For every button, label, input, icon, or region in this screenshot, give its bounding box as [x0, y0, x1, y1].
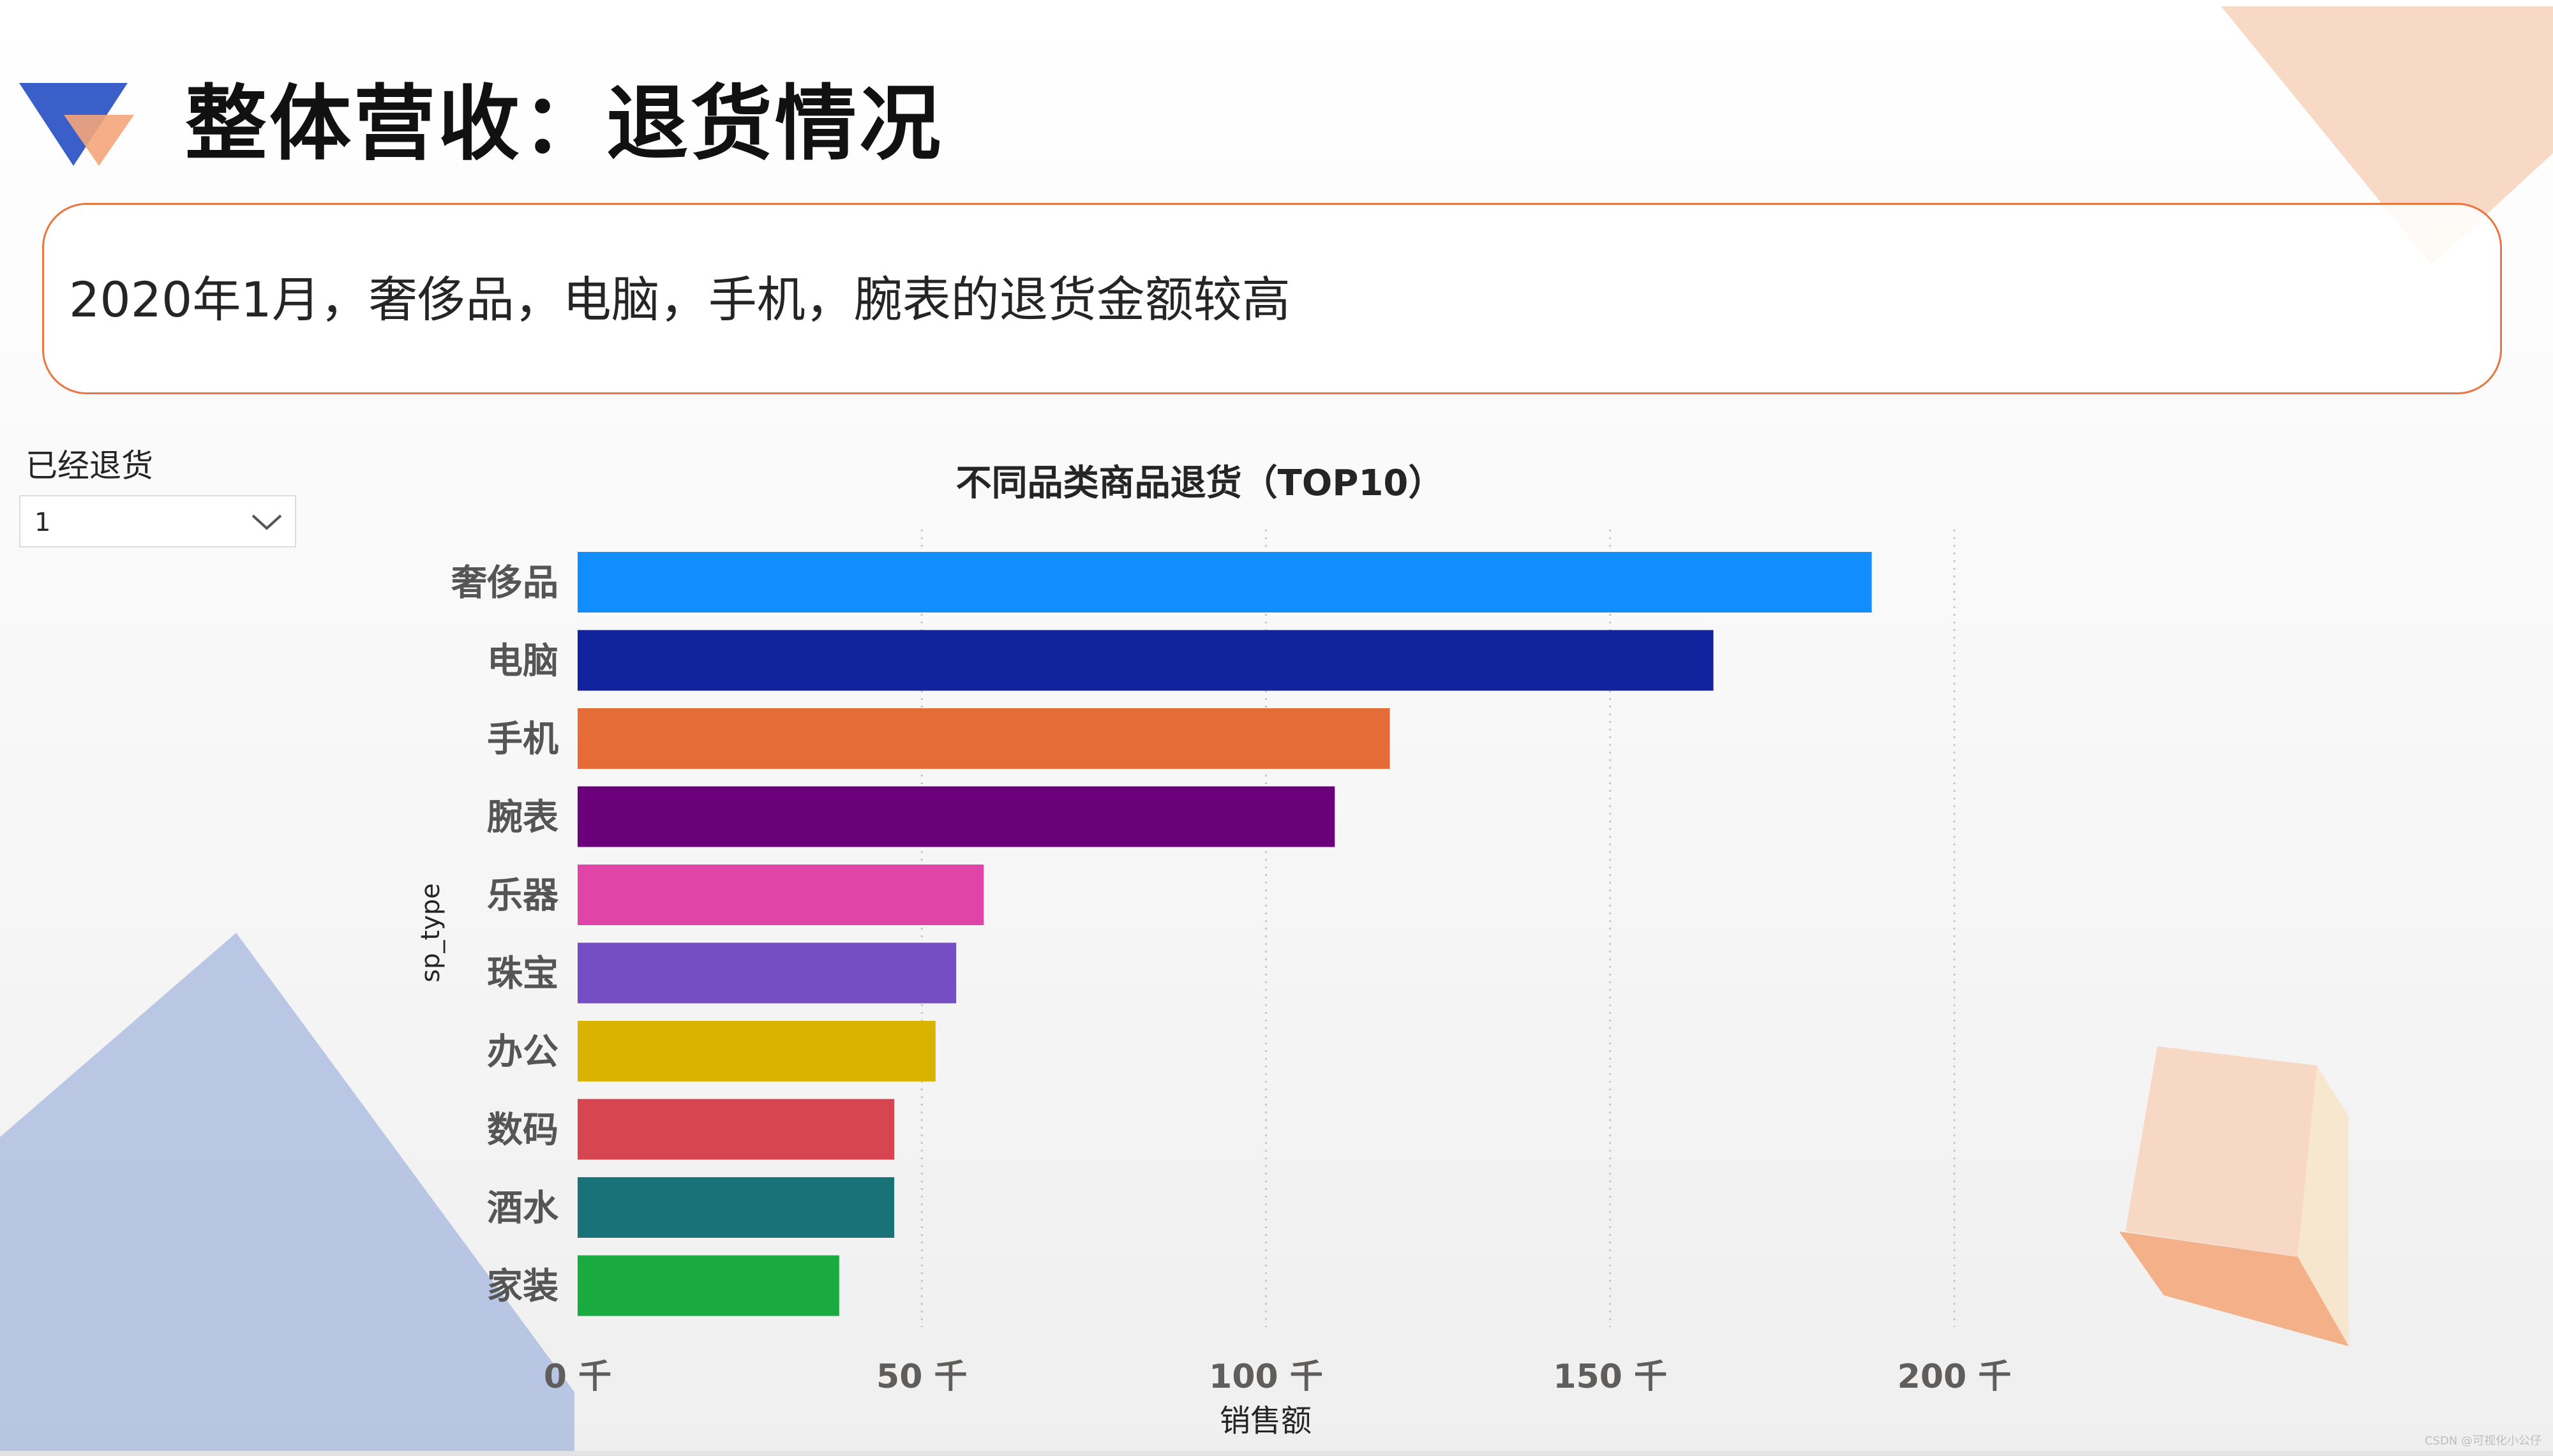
category-label: 奢侈品: [451, 563, 558, 604]
category-label: 家装: [487, 1266, 558, 1307]
category-label: 数码: [487, 1110, 558, 1151]
bar-7: [578, 1021, 936, 1081]
category-label: 腕表: [487, 797, 558, 838]
filter-selected-value: 1: [34, 508, 51, 537]
bar-4: [578, 786, 1335, 847]
summary-box: [42, 203, 2502, 394]
bar-5: [578, 865, 984, 925]
category-label: 手机: [487, 719, 558, 761]
x-tick-label: 50 千: [876, 1358, 967, 1396]
returned-filter-dropdown[interactable]: 1: [19, 495, 296, 547]
corner-decoration-shape: [2221, 6, 2553, 265]
bar-8: [578, 1099, 895, 1160]
x-tick-label: 150 千: [1553, 1358, 1667, 1396]
bar-9: [578, 1177, 895, 1238]
bar-6: [578, 942, 957, 1004]
page-title: 整体营收：退货情况: [185, 77, 944, 172]
x-tick-label: 200 千: [1898, 1358, 2012, 1396]
x-tick-label: 0 千: [544, 1358, 611, 1396]
chevron-down-icon[interactable]: [249, 509, 285, 535]
summary-text: 2020年1月，奢侈品，电脑，手机，腕表的退货金额较高: [69, 271, 1291, 328]
corner-decoration-shape: [0, 933, 574, 1456]
category-label: 酒水: [487, 1188, 559, 1229]
category-label: 珠宝: [487, 953, 558, 995]
category-label: 乐器: [487, 875, 559, 917]
filter-label: 已经退货: [26, 447, 153, 484]
x-tick-label: 100 千: [1209, 1358, 1323, 1396]
watermark-text: CSDN @可视化小公仔: [2424, 1434, 2542, 1448]
cube-decoration-shape: [2119, 1046, 2349, 1346]
logo-icon: [19, 83, 134, 166]
chart-title: 不同品类商品退货（TOP10）: [956, 463, 1444, 504]
bar-10: [578, 1255, 839, 1316]
bottom-border: [0, 1451, 2553, 1456]
x-axis-title: 销售额: [1220, 1403, 1312, 1439]
bar-1: [578, 552, 1872, 613]
y-axis-title: sp_type: [416, 883, 445, 983]
category-label: 电脑: [487, 641, 558, 682]
bar-2: [578, 630, 1714, 691]
bar-3: [578, 708, 1390, 769]
category-label: 办公: [487, 1032, 558, 1073]
